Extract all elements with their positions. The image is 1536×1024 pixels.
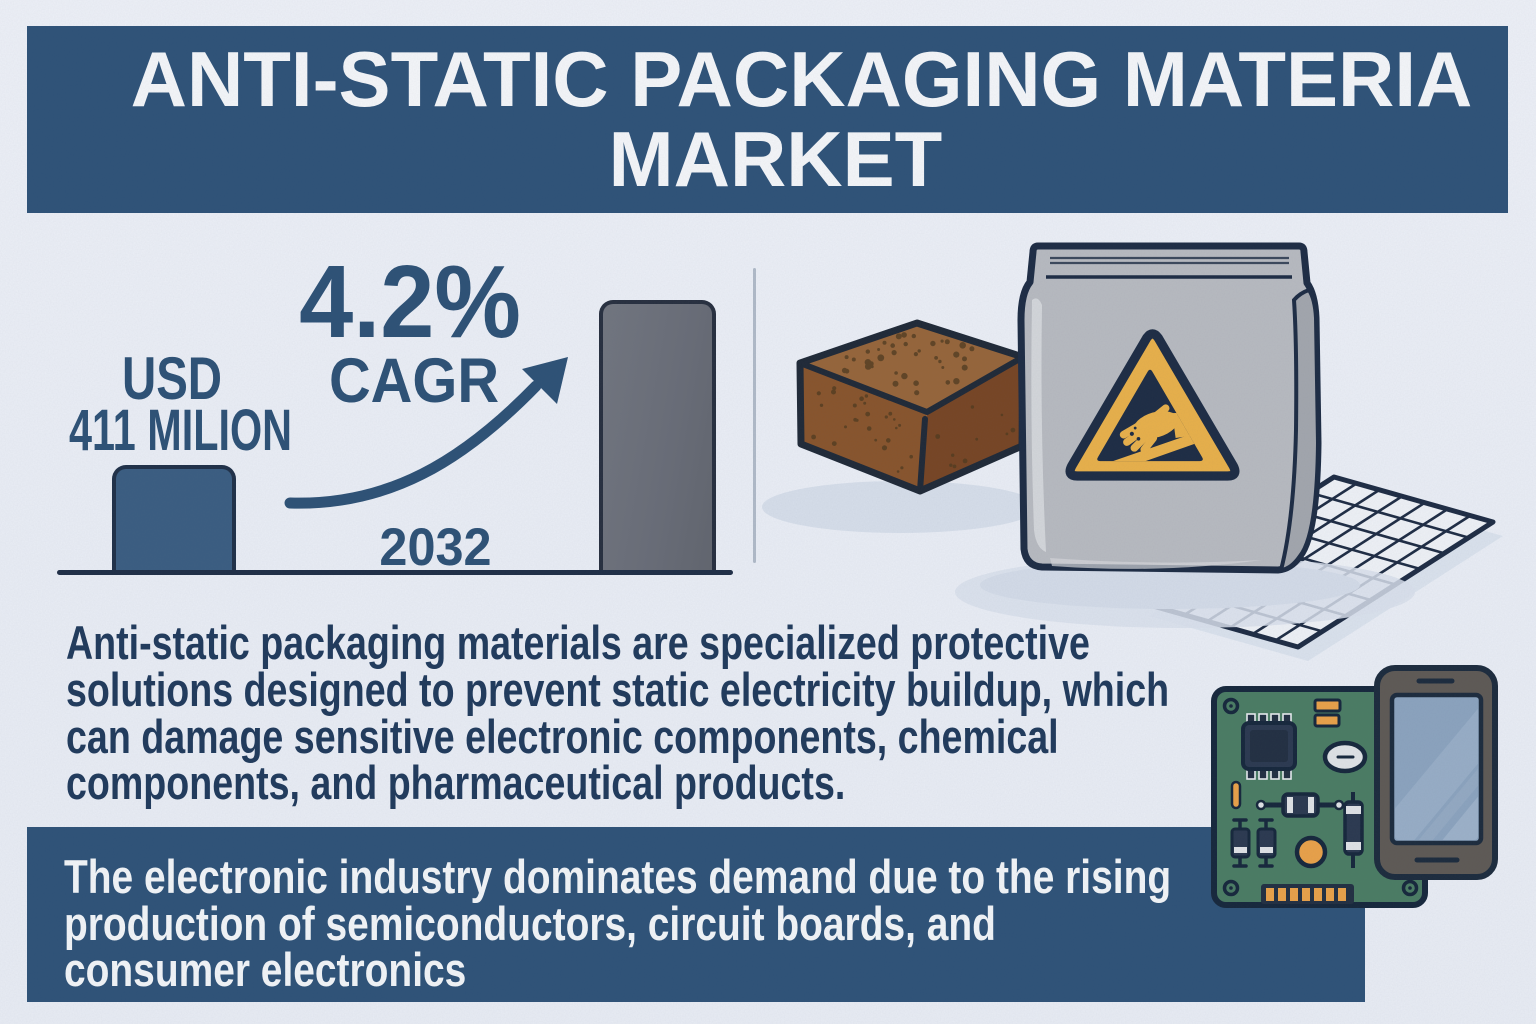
top-banner: ANTI-STATIC PACKAGING MATERIA MARKET xyxy=(27,26,1508,213)
page-title-line-1: ANTI-STATIC PACKAGING MATERIA xyxy=(130,35,1473,123)
capacitor-top xyxy=(1322,740,1368,774)
description-line-1: Anti-static packaging materials are spec… xyxy=(66,616,1090,669)
axis-baseline xyxy=(57,570,733,575)
start-bar xyxy=(112,465,236,575)
ic-chip xyxy=(1241,713,1297,780)
end-bar xyxy=(599,300,716,573)
phone-screen xyxy=(1389,692,1484,846)
description-line-3: can damage sensitive electronic componen… xyxy=(66,709,1059,763)
brick-speckles xyxy=(811,332,1016,473)
cagr-value: 4.2% xyxy=(299,244,521,359)
solder-pad xyxy=(1313,713,1341,728)
esd-warning-icon xyxy=(1065,329,1240,481)
highlight-line-1: The electronic industry dominates demand… xyxy=(64,850,1172,903)
page-title-line-2: MARKET xyxy=(608,115,943,203)
market-size-label-line-2: 411 MILION xyxy=(69,398,292,463)
foam-brick-shadow xyxy=(762,481,1038,533)
highlight-line-2: production of semiconductors, circuit bo… xyxy=(64,896,996,950)
smartphone xyxy=(1374,665,1498,880)
description-line-2: solutions designed to prevent static ele… xyxy=(66,662,1170,716)
highlight-line-3: consumer electronics xyxy=(64,943,467,997)
cagr-label: CAGR xyxy=(328,346,500,416)
esd-hand xyxy=(1097,404,1203,462)
year-label: 2032 xyxy=(379,518,492,577)
grid-mat xyxy=(1136,474,1496,650)
resistor xyxy=(1255,792,1345,818)
highlight-banner: The electronic industry dominates demand… xyxy=(27,827,1365,1002)
section-divider xyxy=(753,268,756,563)
grid-mat-shadow xyxy=(1149,491,1503,661)
description-line-4: components, and pharmaceutical products. xyxy=(66,756,846,810)
small-component xyxy=(1230,780,1242,810)
antistatic-bag xyxy=(1017,242,1322,574)
solder-pad xyxy=(1313,698,1342,713)
foam-brick xyxy=(796,319,1027,495)
